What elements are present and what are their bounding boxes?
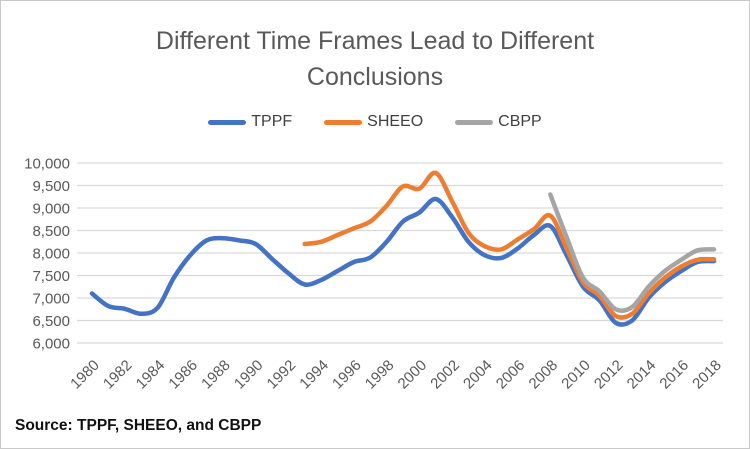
x-tick-label: 1996 — [329, 357, 365, 393]
x-tick-label: 1980 — [67, 357, 103, 393]
y-tick-label: 7,000 — [32, 291, 70, 308]
y-tick-label: 6,000 — [32, 336, 70, 353]
x-tick-label: 1986 — [165, 357, 201, 393]
series-line-tppf — [89, 196, 717, 327]
y-tick-label: 9,000 — [32, 201, 70, 218]
x-tick-label: 1984 — [133, 357, 169, 393]
legend-swatch-sheeo — [324, 119, 363, 125]
x-tick-label: 1998 — [362, 357, 398, 393]
y-tick-label: 10,000 — [24, 156, 70, 173]
legend-swatch-cbpp — [455, 119, 494, 125]
x-tick-label: 2014 — [624, 357, 660, 393]
x-tick-label: 1994 — [296, 357, 332, 393]
legend-label-cbpp: CBPP — [498, 113, 542, 130]
y-tick-label: 9,500 — [32, 178, 70, 195]
legend-item-sheeo: SHEEO — [324, 113, 423, 131]
x-tick-label: 2008 — [526, 357, 562, 393]
x-tick-label: 2012 — [591, 357, 627, 393]
y-tick-label: 8,000 — [32, 246, 70, 263]
source-note: Source: TPPF, SHEEO, and CBPP — [15, 417, 262, 434]
legend-item-cbpp: CBPP — [455, 113, 542, 131]
x-tick-label: 2006 — [493, 357, 529, 393]
x-tick-label: 1982 — [100, 357, 136, 393]
x-tick-label: 2010 — [558, 357, 594, 393]
x-tick-label: 1988 — [198, 357, 234, 393]
legend-item-tppf: TPPF — [208, 113, 292, 131]
legend: TPPF SHEEO CBPP — [1, 113, 749, 131]
series-line-cbpp — [548, 192, 717, 313]
legend-swatch-tppf — [208, 119, 247, 125]
series-line-sheeo — [302, 170, 717, 320]
x-tick-label: 2018 — [689, 357, 725, 393]
y-tick-label: 6,500 — [32, 313, 70, 330]
legend-label-tppf: TPPF — [251, 113, 293, 130]
x-tick-label: 1992 — [264, 357, 300, 393]
chart-title: Different Time Frames Lead to Different … — [155, 27, 595, 91]
x-tick-label: 2002 — [427, 357, 463, 393]
x-tick-label: 2004 — [460, 357, 496, 393]
y-tick-label: 8,500 — [32, 223, 70, 240]
x-tick-label: 1990 — [231, 357, 267, 393]
x-tick-label: 2000 — [395, 357, 431, 393]
legend-label-sheeo: SHEEO — [367, 113, 424, 130]
y-tick-label: 7,500 — [32, 268, 70, 285]
x-tick-label: 2016 — [656, 357, 692, 393]
